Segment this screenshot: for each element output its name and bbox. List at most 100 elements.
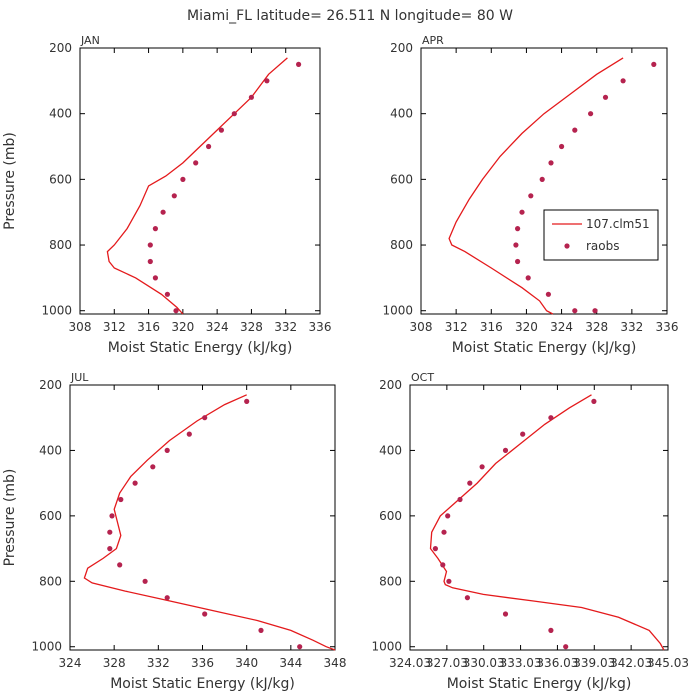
y-tick-label: 400 [49, 107, 72, 121]
raobs-point [515, 258, 521, 265]
raobs-point [150, 464, 156, 470]
raobs-point [142, 578, 148, 584]
raobs-point [206, 143, 212, 150]
plot-frame [69, 384, 336, 651]
legend-box [543, 209, 659, 261]
raobs-point [519, 209, 525, 215]
raobs-point [193, 160, 199, 166]
raobs-point [548, 160, 554, 166]
x-tick-label: 324 [59, 656, 82, 670]
y-tick-label: 600 [379, 509, 402, 523]
y-tick-label: 600 [39, 509, 62, 523]
raobs-point [117, 562, 123, 568]
plot-frame [409, 384, 669, 651]
y-tick-label: 200 [49, 41, 72, 55]
panel-oct: OCT324.03327.03330.03333.03336.03339.033… [371, 371, 689, 692]
x-tick-label: 308 [69, 320, 92, 334]
raobs-point [147, 258, 153, 265]
raobs-point [440, 562, 446, 568]
legend: 107.clm51 raobs [543, 209, 659, 261]
raobs-point [467, 480, 473, 486]
panel-label: APR [422, 34, 444, 47]
y-tick-label: 600 [390, 172, 413, 186]
raobs-point [202, 611, 208, 617]
y-tick-label: 200 [390, 41, 413, 55]
x-tick-label: 348 [324, 656, 347, 670]
raobs-point [592, 308, 598, 314]
raobs-point [152, 226, 158, 232]
y-tick-label: 200 [379, 378, 402, 392]
raobs-point [171, 193, 177, 199]
raobs-point [264, 78, 270, 84]
legend-label-raobs: raobs [586, 239, 620, 253]
raobs-point [231, 111, 237, 117]
raobs-point [109, 513, 115, 519]
x-tick-label: 342.03 [610, 656, 652, 670]
raobs-point [107, 529, 113, 535]
raobs-point [445, 513, 451, 519]
x-tick-label: 336 [191, 656, 214, 670]
y-tick-label: 400 [379, 443, 402, 457]
raobs-point [502, 447, 509, 453]
x-tick-label: 333.03 [500, 656, 542, 670]
x-tick-label: 320 [171, 320, 194, 334]
series-line-107-clm51 [83, 394, 336, 651]
y-axis-label: Pressure (mb) [2, 132, 18, 230]
panel-label: JUL [70, 371, 89, 384]
panel-label: JAN [80, 34, 100, 47]
y-tick-label: 1000 [371, 640, 402, 654]
x-tick-label: 327.03 [426, 656, 468, 670]
raobs-point [563, 644, 569, 650]
raobs-point [173, 308, 179, 314]
raobs-point [118, 496, 124, 503]
x-tick-label: 328 [585, 320, 608, 334]
raobs-point [539, 176, 545, 182]
panel-label: OCT [411, 371, 434, 384]
raobs-point [258, 627, 264, 634]
raobs-point [107, 546, 113, 552]
x-tick-label: 332 [620, 320, 643, 334]
x-tick-label: 339.03 [573, 656, 615, 670]
x-tick-label: 344 [279, 656, 302, 670]
x-tick-label: 324 [206, 320, 229, 334]
x-tick-label: 320 [515, 320, 538, 334]
x-tick-label: 330.03 [463, 656, 505, 670]
panel-jan: JAN 308 312 316 320 324 328 332 336 200 400 600 800 1… [2, 34, 331, 356]
raobs-point [160, 209, 166, 215]
raobs-point [297, 644, 303, 650]
y-tick-label: 800 [49, 238, 72, 252]
x-tick-label: 312 [445, 320, 468, 334]
raobs-point [218, 127, 224, 133]
x-axis-label: Moist Static Energy (kJ/kg) [110, 676, 295, 692]
figure-title: Miami_FL latitude= 26.511 N longitude= 8… [187, 8, 513, 24]
raobs-point [651, 61, 657, 67]
raobs-point [525, 275, 531, 281]
raobs-point [164, 291, 170, 297]
plot-frame [79, 47, 321, 315]
raobs-point [588, 111, 594, 117]
series-line-107-clm51 [448, 57, 624, 315]
x-axis-label: Moist Static Energy (kJ/kg) [108, 340, 293, 356]
raobs-point [479, 464, 485, 470]
x-axis-label: Moist Static Energy (kJ/kg) [447, 676, 632, 692]
raobs-point [441, 529, 447, 535]
x-tick-label: 316 [137, 320, 160, 334]
raobs-point [602, 94, 609, 100]
raobs-point [548, 415, 554, 421]
panel-jul: JUL 324 328 332 336 340 344 348 200 400 600 800 1000… [2, 371, 346, 692]
raobs-point [620, 78, 626, 84]
y-tick-label: 800 [379, 574, 402, 588]
raobs-point [528, 193, 534, 199]
y-tick-label: 800 [390, 238, 413, 252]
series-line-107-clm51 [106, 57, 288, 315]
legend-dot-swatch [564, 243, 570, 249]
raobs-point [572, 127, 578, 133]
raobs-point [545, 291, 552, 297]
x-tick-label: 324.03 [389, 656, 431, 670]
raobs-point [164, 447, 170, 453]
x-tick-label: 345.03 [647, 656, 689, 670]
y-tick-label: 600 [49, 172, 72, 186]
legend-label-107-clm51: 107.clm51 [586, 217, 650, 231]
raobs-point [164, 595, 170, 601]
raobs-point [186, 431, 192, 437]
